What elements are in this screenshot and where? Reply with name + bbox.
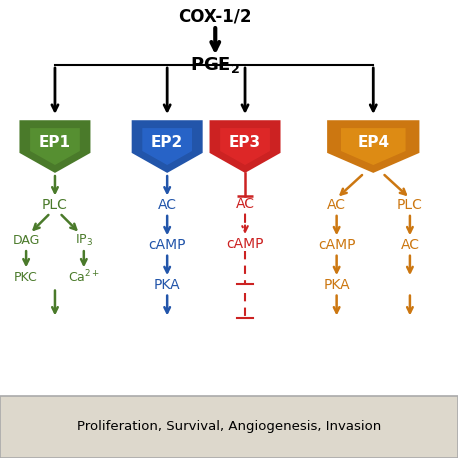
Text: AC: AC xyxy=(327,198,346,212)
Text: EP3: EP3 xyxy=(229,135,261,150)
Text: EP2: EP2 xyxy=(151,135,183,150)
Polygon shape xyxy=(131,120,202,173)
Text: cAMP: cAMP xyxy=(148,238,186,252)
Polygon shape xyxy=(341,128,406,165)
Text: EP1: EP1 xyxy=(39,135,71,150)
Text: PKA: PKA xyxy=(154,278,180,292)
Text: IP$_3$: IP$_3$ xyxy=(75,233,93,248)
Text: PKC: PKC xyxy=(14,271,38,284)
Text: AC: AC xyxy=(235,197,255,211)
Text: PLC: PLC xyxy=(397,198,423,212)
Polygon shape xyxy=(327,120,420,173)
Polygon shape xyxy=(209,120,280,173)
Polygon shape xyxy=(142,128,192,165)
Text: $\mathbf{PGE_2}$: $\mathbf{PGE_2}$ xyxy=(190,55,240,75)
Text: AC: AC xyxy=(158,198,177,212)
Text: EP4: EP4 xyxy=(357,135,389,150)
Text: Ca$^{2+}$: Ca$^{2+}$ xyxy=(68,269,100,285)
Text: AC: AC xyxy=(400,238,420,252)
Polygon shape xyxy=(30,128,80,165)
Text: PKA: PKA xyxy=(323,278,350,292)
Polygon shape xyxy=(19,120,90,173)
Polygon shape xyxy=(220,128,270,165)
Text: Proliferation, Survival, Angiogenesis, Invasion: Proliferation, Survival, Angiogenesis, I… xyxy=(77,420,381,433)
Text: cAMP: cAMP xyxy=(318,238,355,252)
Text: COX-1/2: COX-1/2 xyxy=(179,7,252,25)
Text: PLC: PLC xyxy=(42,198,68,212)
Text: cAMP: cAMP xyxy=(226,237,264,251)
Text: DAG: DAG xyxy=(12,234,40,247)
FancyBboxPatch shape xyxy=(0,396,458,458)
